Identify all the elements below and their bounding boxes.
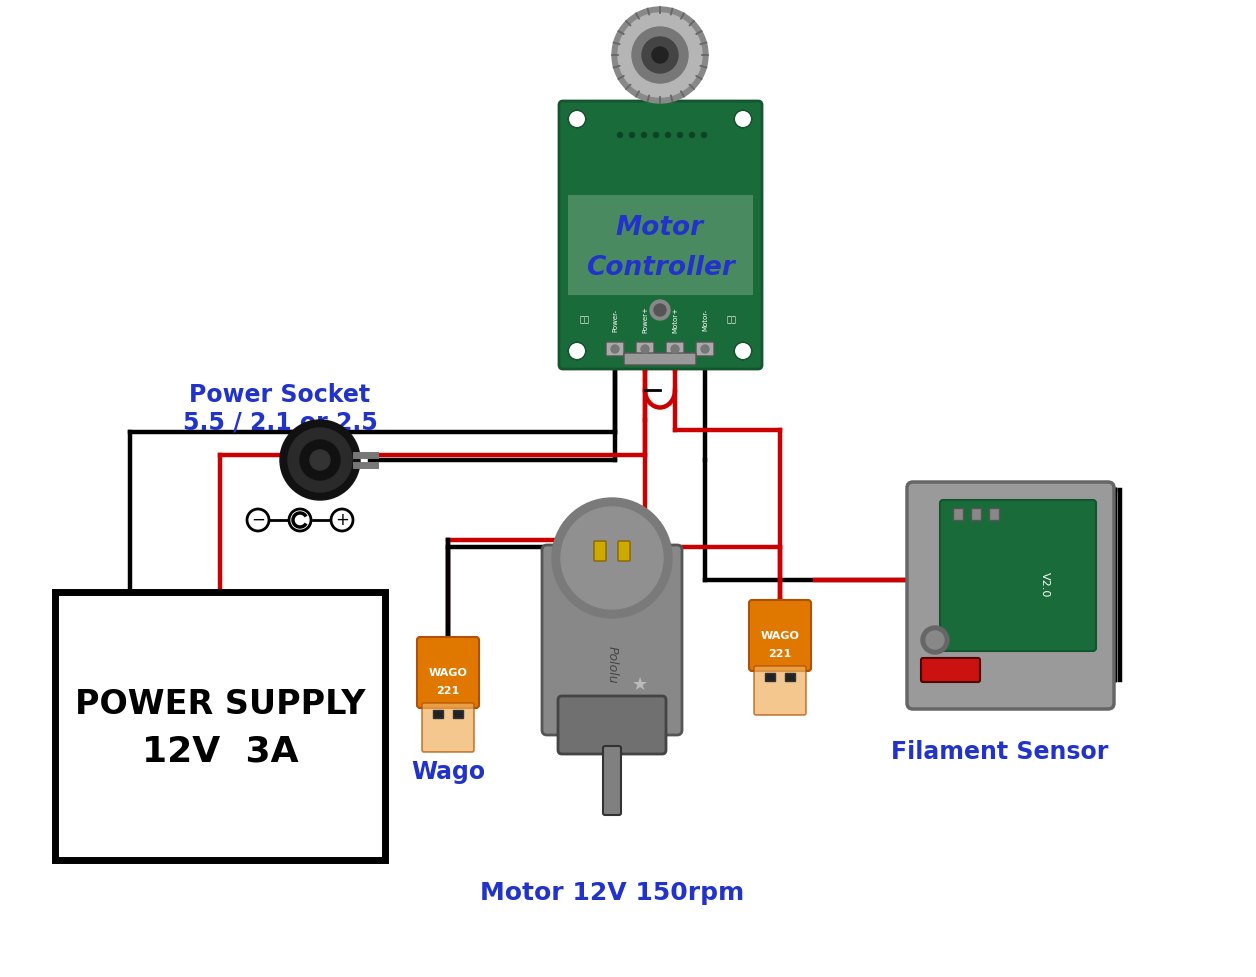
Text: 电源: 电源 <box>580 316 590 324</box>
Circle shape <box>568 110 587 128</box>
Circle shape <box>701 345 708 353</box>
Circle shape <box>288 428 352 492</box>
Text: 电机: 电机 <box>727 316 737 324</box>
FancyBboxPatch shape <box>603 746 620 815</box>
Circle shape <box>642 37 678 73</box>
Bar <box>55 592 386 860</box>
FancyBboxPatch shape <box>754 666 806 715</box>
Circle shape <box>677 133 682 138</box>
Circle shape <box>671 345 679 353</box>
Bar <box>433 710 443 718</box>
Circle shape <box>734 342 752 360</box>
Text: ★: ★ <box>632 676 648 694</box>
Circle shape <box>666 133 671 138</box>
Circle shape <box>247 509 269 531</box>
Circle shape <box>690 133 695 138</box>
Text: Motor-: Motor- <box>702 309 708 331</box>
FancyBboxPatch shape <box>939 500 1096 651</box>
Circle shape <box>300 440 340 480</box>
FancyBboxPatch shape <box>921 658 980 682</box>
FancyBboxPatch shape <box>422 703 474 752</box>
FancyBboxPatch shape <box>666 342 685 356</box>
Circle shape <box>551 498 672 618</box>
Bar <box>953 508 963 520</box>
Circle shape <box>642 133 647 138</box>
Circle shape <box>618 13 702 97</box>
FancyBboxPatch shape <box>624 353 696 365</box>
Text: Controller: Controller <box>585 255 735 281</box>
Text: 5.5 / 2.1 or 2.5: 5.5 / 2.1 or 2.5 <box>182 410 377 434</box>
FancyBboxPatch shape <box>594 541 605 561</box>
Text: Wago: Wago <box>411 760 485 784</box>
Text: Motor: Motor <box>615 215 705 241</box>
Circle shape <box>618 133 623 138</box>
FancyBboxPatch shape <box>558 696 666 754</box>
Circle shape <box>289 509 311 531</box>
FancyBboxPatch shape <box>696 342 713 356</box>
Text: 221: 221 <box>769 649 791 659</box>
Text: Motor 12V 150rpm: Motor 12V 150rpm <box>480 881 744 905</box>
Text: V2.0: V2.0 <box>1040 573 1050 598</box>
Bar <box>765 673 775 681</box>
FancyBboxPatch shape <box>568 195 754 295</box>
FancyBboxPatch shape <box>907 482 1114 709</box>
FancyBboxPatch shape <box>618 541 631 561</box>
Circle shape <box>654 304 666 316</box>
Circle shape <box>568 342 587 360</box>
Bar <box>785 673 795 681</box>
Circle shape <box>641 345 649 353</box>
FancyBboxPatch shape <box>636 342 654 356</box>
Bar <box>453 710 463 718</box>
Circle shape <box>653 133 658 138</box>
FancyBboxPatch shape <box>749 600 811 671</box>
Text: Filament Sensor: Filament Sensor <box>892 740 1109 764</box>
Circle shape <box>921 626 950 654</box>
Circle shape <box>651 300 669 320</box>
FancyBboxPatch shape <box>605 342 624 356</box>
Text: Motor+: Motor+ <box>672 307 678 333</box>
Circle shape <box>612 7 708 103</box>
Bar <box>971 508 981 520</box>
FancyBboxPatch shape <box>559 101 762 369</box>
Circle shape <box>702 133 706 138</box>
Circle shape <box>610 345 619 353</box>
Circle shape <box>332 509 353 531</box>
Circle shape <box>629 133 634 138</box>
Text: Power-: Power- <box>612 309 618 331</box>
Circle shape <box>310 450 330 470</box>
Circle shape <box>561 507 663 609</box>
FancyBboxPatch shape <box>417 637 479 708</box>
Text: WAGO: WAGO <box>428 668 467 678</box>
Text: −: − <box>251 511 265 529</box>
Text: POWER SUPPLY: POWER SUPPLY <box>75 688 365 720</box>
Circle shape <box>632 27 688 83</box>
Bar <box>988 508 999 520</box>
Text: Pololu: Pololu <box>605 646 618 684</box>
Circle shape <box>280 420 360 500</box>
Circle shape <box>652 47 668 63</box>
Text: 221: 221 <box>436 686 460 696</box>
Text: Power+: Power+ <box>642 307 648 333</box>
FancyBboxPatch shape <box>543 545 682 735</box>
Text: +: + <box>335 511 349 529</box>
Text: Power Socket: Power Socket <box>190 383 371 407</box>
Text: 12V  3A: 12V 3A <box>142 734 299 768</box>
Circle shape <box>926 631 945 649</box>
Text: WAGO: WAGO <box>761 631 799 641</box>
Circle shape <box>734 110 752 128</box>
